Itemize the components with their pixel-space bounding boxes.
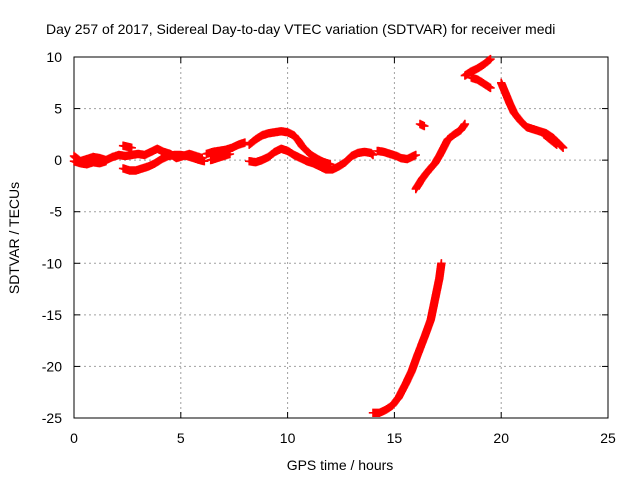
series-arc-8 bbox=[245, 144, 378, 174]
data-point-markers bbox=[118, 150, 209, 175]
data-point-markers bbox=[206, 149, 235, 165]
data-point-markers bbox=[69, 157, 111, 169]
data-point-markers bbox=[373, 146, 420, 164]
series-arc-5 bbox=[202, 138, 250, 159]
data-point-markers bbox=[539, 130, 561, 149]
y-axis-tick-labels: -25 -20 -15 -10 -5 0 5 10 bbox=[42, 49, 62, 426]
x-tick-label: 10 bbox=[280, 430, 296, 446]
data-point-markers bbox=[245, 127, 335, 169]
x-tick-label: 5 bbox=[177, 430, 185, 446]
y-tick-label: -25 bbox=[42, 410, 62, 426]
chart-title: Day 257 of 2017, Sidereal Day-to-day VTE… bbox=[46, 21, 555, 37]
y-tick-label: -10 bbox=[42, 255, 62, 271]
axis-ticks bbox=[73, 56, 609, 419]
series-arc-9 bbox=[373, 146, 420, 164]
data-point-markers bbox=[368, 259, 446, 417]
plot-frame bbox=[73, 56, 609, 419]
y-tick-label: -20 bbox=[42, 358, 62, 374]
series-arc-11 bbox=[411, 119, 470, 194]
x-tick-label: 15 bbox=[387, 430, 403, 446]
series-arc-10 bbox=[368, 259, 446, 417]
data-point-markers bbox=[118, 141, 136, 152]
series-arc-4 bbox=[118, 150, 209, 175]
y-tick-label: 0 bbox=[54, 152, 62, 168]
x-tick-label: 20 bbox=[493, 430, 509, 446]
series-arc-13 bbox=[460, 54, 495, 80]
data-point-markers bbox=[415, 119, 429, 131]
series-arc-3 bbox=[118, 141, 136, 152]
y-tick-label: 5 bbox=[54, 101, 62, 117]
y-axis-label: SDTVAR / TECUs bbox=[6, 182, 22, 294]
grid bbox=[74, 57, 608, 418]
y-tick-label: -15 bbox=[42, 307, 62, 323]
data-points bbox=[69, 54, 568, 417]
series-arc-6 bbox=[206, 149, 235, 165]
y-tick-label: 10 bbox=[46, 49, 62, 65]
data-point-markers bbox=[467, 73, 495, 93]
x-axis-label: GPS time / hours bbox=[287, 457, 394, 473]
data-point-markers bbox=[202, 138, 250, 159]
series-arc-2 bbox=[69, 157, 111, 169]
data-point-markers bbox=[460, 54, 495, 80]
x-axis-tick-labels: 0 5 10 15 20 25 bbox=[70, 430, 616, 446]
series-arc-14 bbox=[467, 73, 495, 93]
data-point-markers bbox=[411, 119, 470, 194]
series-arc-7 bbox=[245, 127, 335, 169]
x-tick-label: 25 bbox=[600, 430, 616, 446]
series-arc-16 bbox=[539, 130, 561, 149]
series-arc-12 bbox=[415, 119, 429, 131]
x-tick-label: 0 bbox=[70, 430, 78, 446]
y-tick-label: -5 bbox=[50, 204, 63, 220]
data-point-markers bbox=[245, 144, 378, 174]
